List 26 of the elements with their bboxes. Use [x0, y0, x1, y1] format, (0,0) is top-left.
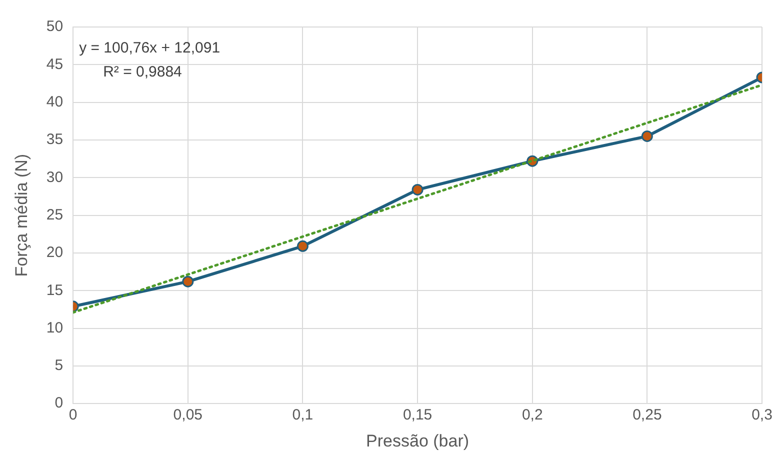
x-tick-label: 0	[68, 406, 78, 424]
y-tick-label: 0	[54, 394, 64, 412]
x-tick-label: 0,05	[173, 406, 203, 424]
annotation: R² = 0,9884	[103, 64, 182, 81]
x-tick-label: 0,1	[292, 406, 314, 424]
x-tick-label: 0,15	[402, 406, 432, 424]
y-tick-label: 45	[46, 56, 64, 73]
y-tick-label: 35	[46, 131, 64, 148]
y-tick-label: 40	[46, 93, 64, 110]
y-tick-label: 25	[46, 206, 64, 224]
point	[182, 276, 194, 288]
annotation: y = 100,76x + 12,091	[79, 40, 220, 57]
x-tick-label: 0,3	[752, 406, 772, 424]
y-tick-label: 30	[46, 168, 64, 186]
point	[641, 130, 653, 142]
y-axis-title: Força média (N)	[12, 154, 31, 277]
x-tick-label: 0,2	[522, 406, 543, 424]
point	[412, 184, 424, 196]
x-tick-label: 0,25	[632, 406, 662, 424]
y-tick-label: 15	[46, 282, 64, 299]
point	[296, 240, 308, 252]
y-tick-label: 20	[46, 244, 64, 262]
y-tick-label: 50	[46, 18, 64, 36]
y-tick-label: 5	[54, 357, 64, 374]
x-axis-title: Pressão (bar)	[366, 431, 470, 450]
y-tick-label: 10	[46, 319, 64, 336]
